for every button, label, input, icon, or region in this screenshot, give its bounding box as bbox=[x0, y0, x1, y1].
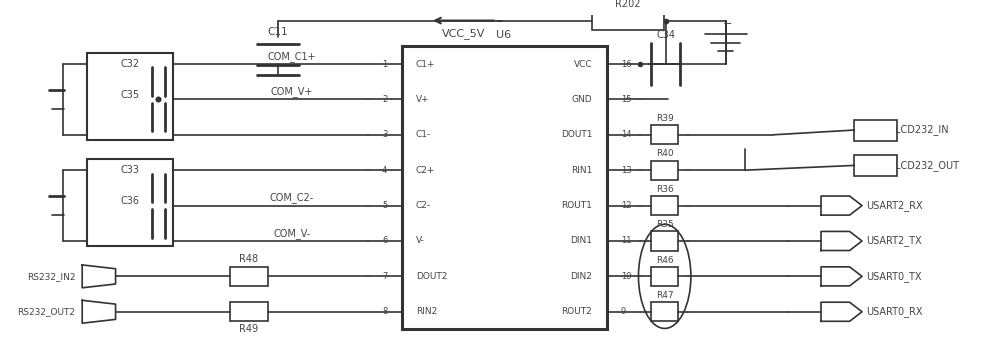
Text: C1-: C1- bbox=[416, 130, 431, 139]
Text: 7: 7 bbox=[382, 272, 387, 281]
Text: 2: 2 bbox=[382, 95, 387, 104]
Text: R48: R48 bbox=[239, 254, 259, 264]
Text: DOUT1: DOUT1 bbox=[561, 130, 592, 139]
Text: C34: C34 bbox=[656, 30, 675, 40]
Text: 12: 12 bbox=[621, 201, 631, 210]
Text: 3: 3 bbox=[382, 130, 387, 139]
Bar bbox=[651, 161, 678, 180]
Polygon shape bbox=[82, 300, 116, 323]
Bar bbox=[230, 267, 268, 286]
Text: 14: 14 bbox=[621, 130, 631, 139]
Text: V-: V- bbox=[416, 237, 425, 245]
Text: C1+: C1+ bbox=[416, 60, 435, 69]
Text: R36: R36 bbox=[656, 185, 674, 194]
Text: COM_C1+: COM_C1+ bbox=[268, 51, 316, 62]
Text: USART0_TX: USART0_TX bbox=[866, 271, 921, 282]
Text: R46: R46 bbox=[656, 256, 673, 265]
Text: RS232_IN2: RS232_IN2 bbox=[27, 272, 76, 281]
Text: R40: R40 bbox=[656, 150, 673, 158]
Polygon shape bbox=[821, 231, 862, 251]
Text: C33: C33 bbox=[120, 165, 139, 175]
Text: RS232_OUT2: RS232_OUT2 bbox=[18, 307, 76, 316]
Text: DIN2: DIN2 bbox=[570, 272, 592, 281]
Text: R39: R39 bbox=[656, 114, 674, 123]
Text: ROUT2: ROUT2 bbox=[561, 307, 592, 316]
Text: C36: C36 bbox=[120, 196, 139, 206]
Text: C2-: C2- bbox=[416, 201, 431, 210]
Bar bbox=[230, 302, 268, 321]
Polygon shape bbox=[821, 196, 862, 215]
Bar bbox=[87, 159, 173, 246]
Polygon shape bbox=[821, 267, 862, 286]
Polygon shape bbox=[82, 265, 116, 288]
Text: USART2_TX: USART2_TX bbox=[866, 236, 921, 246]
Text: VCC: VCC bbox=[574, 60, 592, 69]
Text: 9: 9 bbox=[621, 307, 626, 316]
Text: U6: U6 bbox=[496, 30, 512, 40]
Text: LCD232_OUT: LCD232_OUT bbox=[895, 160, 959, 171]
Text: 8: 8 bbox=[382, 307, 387, 316]
Text: COM_V+: COM_V+ bbox=[271, 86, 313, 97]
Text: 15: 15 bbox=[621, 95, 631, 104]
Text: ROUT1: ROUT1 bbox=[561, 201, 592, 210]
Text: RIN2: RIN2 bbox=[416, 307, 437, 316]
Text: USART0_RX: USART0_RX bbox=[866, 306, 922, 317]
Text: 16: 16 bbox=[621, 60, 631, 69]
Polygon shape bbox=[821, 302, 862, 321]
Text: 1: 1 bbox=[382, 60, 387, 69]
Text: R47: R47 bbox=[656, 291, 673, 300]
Bar bbox=[854, 120, 897, 141]
Text: C11: C11 bbox=[267, 27, 288, 37]
Text: 4: 4 bbox=[382, 166, 387, 175]
Text: USART2_RX: USART2_RX bbox=[866, 200, 922, 211]
Text: C35: C35 bbox=[120, 90, 139, 100]
Text: C2+: C2+ bbox=[416, 166, 435, 175]
Bar bbox=[651, 302, 678, 321]
Text: 10: 10 bbox=[621, 272, 631, 281]
Bar bbox=[651, 125, 678, 144]
Text: COM_V-: COM_V- bbox=[273, 228, 311, 239]
Bar bbox=[651, 196, 678, 215]
Text: R49: R49 bbox=[239, 324, 259, 334]
Bar bbox=[651, 231, 678, 251]
Text: DOUT2: DOUT2 bbox=[416, 272, 447, 281]
Text: 6: 6 bbox=[382, 237, 387, 245]
Text: COM_C2-: COM_C2- bbox=[270, 192, 314, 204]
Text: DIN1: DIN1 bbox=[570, 237, 592, 245]
Text: R202: R202 bbox=[615, 0, 641, 9]
Text: GND: GND bbox=[572, 95, 592, 104]
Text: VCC_5V: VCC_5V bbox=[442, 29, 485, 39]
Text: C32: C32 bbox=[120, 59, 139, 69]
Text: V+: V+ bbox=[416, 95, 429, 104]
Text: 11: 11 bbox=[621, 237, 631, 245]
Bar bbox=[402, 46, 607, 330]
Text: 5: 5 bbox=[382, 201, 387, 210]
Bar bbox=[651, 267, 678, 286]
Text: LCD232_IN: LCD232_IN bbox=[895, 125, 949, 135]
Bar bbox=[854, 155, 897, 176]
Text: R35: R35 bbox=[656, 220, 674, 229]
Bar bbox=[592, 11, 664, 30]
Text: 13: 13 bbox=[621, 166, 631, 175]
Bar bbox=[87, 53, 173, 140]
Text: −: − bbox=[723, 19, 732, 29]
Text: RIN1: RIN1 bbox=[571, 166, 592, 175]
